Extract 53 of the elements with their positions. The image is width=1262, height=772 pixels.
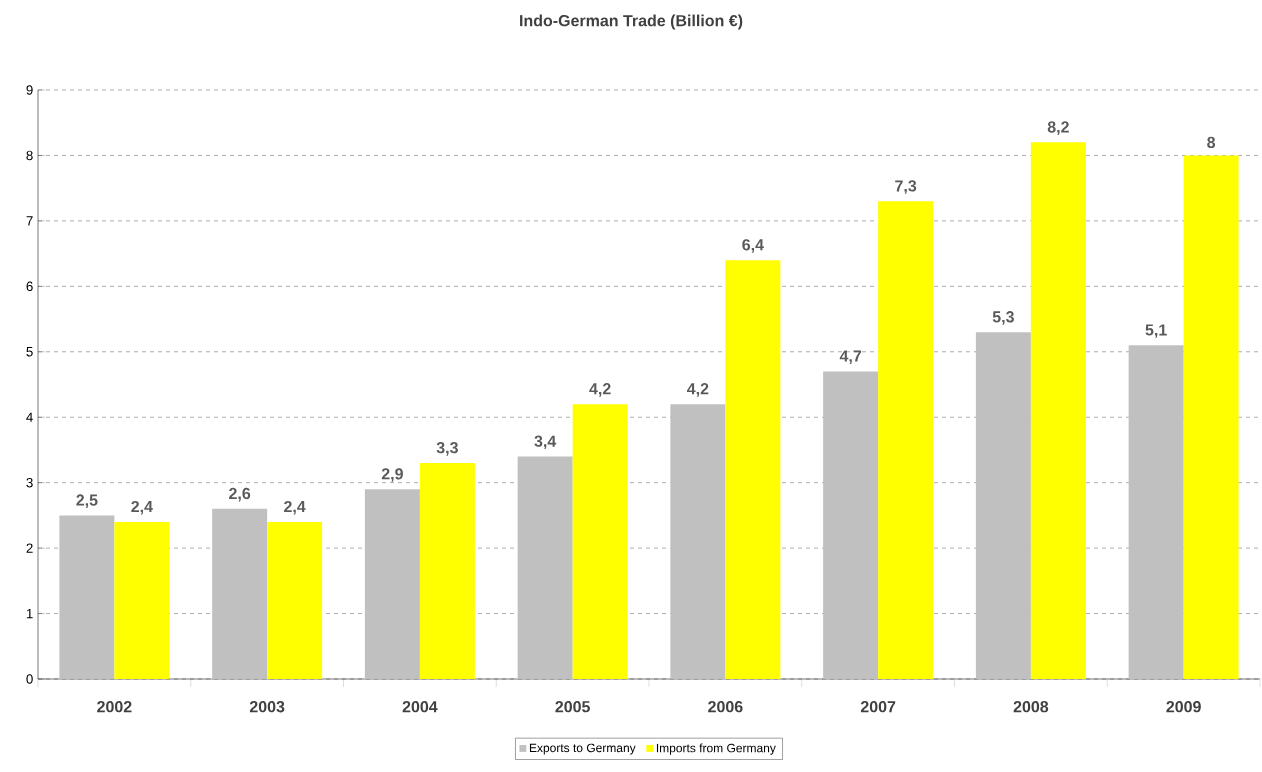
bar (670, 404, 726, 679)
chart-title: Indo-German Trade (Billion €) (520, 14, 743, 30)
legend-label: Imports from Germany (656, 743, 776, 755)
bar (725, 260, 781, 679)
data-label: 8,2 (1047, 121, 1069, 135)
y-tick-label: 3 (26, 477, 33, 488)
y-tick-label: 5 (26, 347, 33, 357)
bar (212, 508, 268, 679)
data-label: 2,6 (229, 487, 251, 502)
x-tick-label: 2005 (555, 701, 590, 713)
bar (517, 456, 573, 679)
x-tick-label: 2004 (402, 701, 438, 713)
y-tick-label: 4 (26, 412, 33, 422)
data-label: 4,2 (687, 383, 709, 397)
y-tick-label: 6 (26, 281, 33, 292)
data-label: 4,2 (589, 383, 611, 397)
y-tick-label: 2 (26, 543, 33, 553)
x-tick-label: 2003 (249, 701, 285, 713)
y-tick-label: 0 (26, 674, 33, 684)
bar (59, 515, 115, 679)
y-tick-label: 7 (26, 216, 33, 226)
y-tick-label: 8 (26, 150, 33, 161)
data-label: 4,7 (839, 350, 862, 365)
data-label: 6,4 (742, 239, 764, 253)
x-tick-label: 2008 (1013, 701, 1049, 713)
legend-label: Exports to Germany (529, 743, 636, 755)
data-label: 2,5 (76, 494, 98, 508)
bar (572, 404, 628, 679)
bar (1030, 142, 1086, 679)
x-tick-label: 2009 (1166, 701, 1201, 713)
y-tick-label: 1 (26, 608, 33, 619)
x-tick-label: 2007 (860, 701, 896, 713)
data-label: 7,3 (895, 180, 917, 194)
x-tick-label: 2006 (708, 701, 743, 713)
data-label: 5,1 (1145, 324, 1167, 338)
bar (267, 521, 323, 679)
data-label: 2,4 (131, 500, 153, 515)
data-label: 5,3 (992, 311, 1014, 325)
data-label: 3,3 (436, 442, 458, 456)
bar (364, 489, 420, 679)
bar (419, 463, 475, 679)
data-label: 2,9 (381, 468, 403, 482)
data-label: 2,4 (284, 500, 306, 515)
bar (1183, 155, 1239, 679)
bar (878, 201, 934, 679)
bar (975, 332, 1031, 679)
bar (114, 521, 170, 679)
data-label: 3,4 (534, 435, 557, 450)
bar (823, 371, 879, 679)
data-label: 8 (1207, 136, 1216, 149)
bar (1128, 345, 1184, 679)
x-tick-label: 2002 (97, 701, 132, 713)
y-tick-label: 9 (26, 85, 33, 95)
